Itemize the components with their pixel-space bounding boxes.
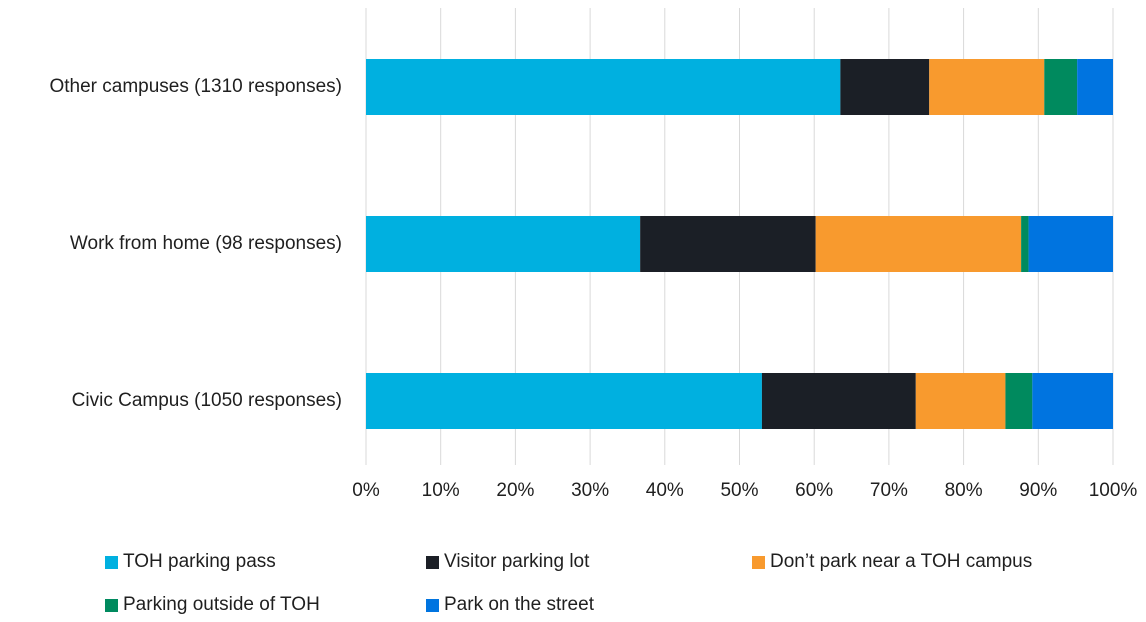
- x-tick-label: 20%: [496, 480, 534, 501]
- x-tick-label: 80%: [945, 480, 983, 501]
- bar-segment: [366, 216, 641, 272]
- x-tick-label: 0%: [352, 480, 380, 501]
- x-tick-label: 100%: [1089, 480, 1138, 501]
- bar-segment: [761, 373, 916, 429]
- bar-segment: [1021, 216, 1029, 272]
- x-axis-tick-labels: 0% 10% 20% 30% 40% 50% 60% 70% 80% 90% 100%: [352, 480, 1137, 501]
- bar-segment: [1005, 373, 1033, 429]
- x-tick-label: 70%: [870, 480, 908, 501]
- bar-segment: [1077, 59, 1113, 115]
- bar-segment: [929, 59, 1045, 115]
- x-tick-label: 40%: [646, 480, 684, 501]
- bar-segment: [366, 59, 841, 115]
- x-tick-label: 10%: [422, 480, 460, 501]
- bars: [366, 59, 1113, 429]
- bar-segment: [1028, 216, 1113, 272]
- category-label: Other campuses (1310 responses): [49, 76, 342, 97]
- category-label: Work from home (98 responses): [70, 233, 342, 254]
- category-label: Civic Campus (1050 responses): [72, 390, 342, 411]
- bar-segment: [1032, 373, 1113, 429]
- bar-segment: [915, 373, 1006, 429]
- bar-segment: [815, 216, 1022, 272]
- bar-segment: [1044, 59, 1078, 115]
- x-tick-label: 30%: [571, 480, 609, 501]
- x-tick-label: 90%: [1019, 480, 1057, 501]
- bar-segment: [366, 373, 762, 429]
- bar-segment: [840, 59, 930, 115]
- x-tick-label: 50%: [720, 480, 758, 501]
- x-tick-label: 60%: [795, 480, 833, 501]
- bar-segment: [640, 216, 816, 272]
- category-labels: Other campuses (1310 responses) Work from…: [49, 76, 342, 411]
